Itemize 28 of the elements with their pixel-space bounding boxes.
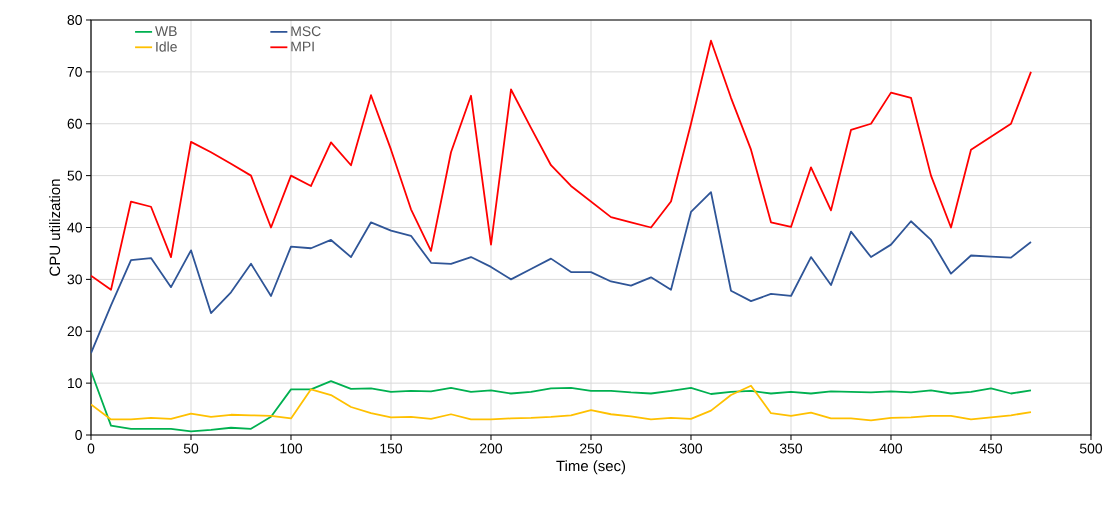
y-tick-label: 60 xyxy=(67,118,82,129)
x-tick-label: 250 xyxy=(580,443,603,454)
legend-label: WB xyxy=(155,26,177,36)
x-tick-label: 100 xyxy=(280,443,303,454)
y-tick-label: 30 xyxy=(67,274,82,285)
y-tick-label: 0 xyxy=(75,430,82,440)
x-tick-label: 450 xyxy=(979,443,1003,454)
line-series xyxy=(91,384,1032,422)
y-axis-title: CPU utilization xyxy=(49,179,61,276)
x-tick-label: 350 xyxy=(779,443,803,454)
x-tick-label: 400 xyxy=(879,443,903,454)
x-tick-label: 300 xyxy=(679,443,703,454)
x-tick-label: 150 xyxy=(380,443,403,454)
line-series xyxy=(91,191,1032,354)
legend-label: MSC xyxy=(291,26,321,37)
legend-label: MPI xyxy=(291,41,314,52)
y-tick-label: 10 xyxy=(68,378,82,389)
y-tick-label: 50 xyxy=(67,170,82,181)
legend-label: Idle xyxy=(156,41,177,52)
y-tick-label: 40 xyxy=(67,222,82,233)
y-tick-label: 20 xyxy=(67,326,82,337)
x-tick-label: 500 xyxy=(1079,443,1103,454)
x-tick-label: 0 xyxy=(87,443,95,454)
x-axis-title: Time (sec) xyxy=(556,460,626,475)
y-tick-label: 70 xyxy=(67,66,82,77)
y-tick-label: 80 xyxy=(67,15,82,25)
x-tick-label: 50 xyxy=(183,443,199,454)
x-tick-label: 200 xyxy=(480,443,503,454)
